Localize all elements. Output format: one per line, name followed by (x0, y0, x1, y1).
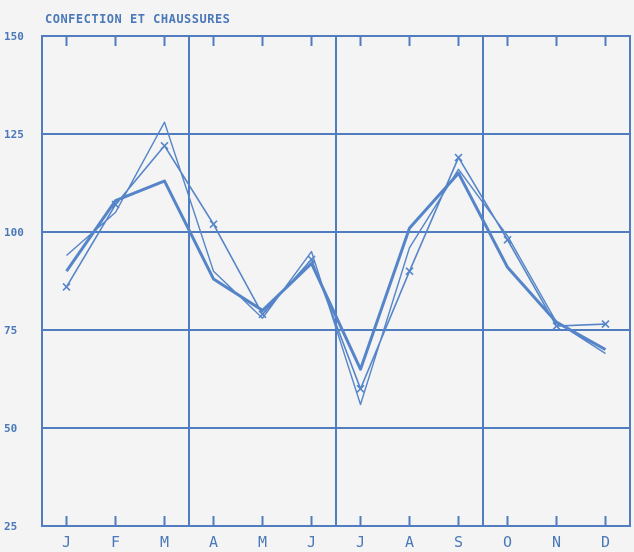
data-point-marker (209, 220, 218, 229)
chart-title: CONFECTION ET CHAUSSURES (45, 12, 230, 26)
x-tick-label: O (503, 533, 512, 551)
series-2 (65, 171, 607, 371)
grid (41, 35, 631, 527)
y-axis-ticks: 150 125 100 75 50 25 (4, 30, 24, 533)
x-tick-label: J (356, 533, 365, 551)
x-tick-label: J (307, 533, 316, 551)
series-1 (62, 141, 610, 393)
y-tick-label: 150 (4, 30, 24, 43)
data-point-marker (160, 141, 169, 150)
series-line (65, 171, 607, 371)
y-tick-label: 25 (4, 520, 17, 533)
series-lines (62, 121, 610, 406)
data-point-marker (405, 267, 414, 276)
series-3 (66, 121, 606, 406)
x-tick-label: D (601, 533, 610, 551)
x-tick-label: S (454, 533, 463, 551)
x-tick-label: M (258, 533, 267, 551)
y-tick-label: 125 (4, 128, 24, 141)
data-point-marker (454, 153, 463, 162)
y-tick-label: 50 (4, 422, 17, 435)
x-tick-label: M (160, 533, 169, 551)
x-tick-label: A (209, 533, 218, 551)
y-tick-label: 75 (4, 324, 17, 337)
data-point-marker (503, 235, 512, 244)
series-line (65, 145, 606, 390)
data-point-marker (356, 384, 365, 393)
series-line (66, 121, 606, 406)
x-tick-label: J (62, 533, 71, 551)
y-tick-label: 100 (4, 226, 24, 239)
x-tick-label: A (405, 533, 414, 551)
x-tick-label: N (552, 533, 561, 551)
x-tick-label: F (111, 533, 120, 551)
data-point-marker (601, 320, 610, 329)
data-point-marker (62, 282, 71, 291)
